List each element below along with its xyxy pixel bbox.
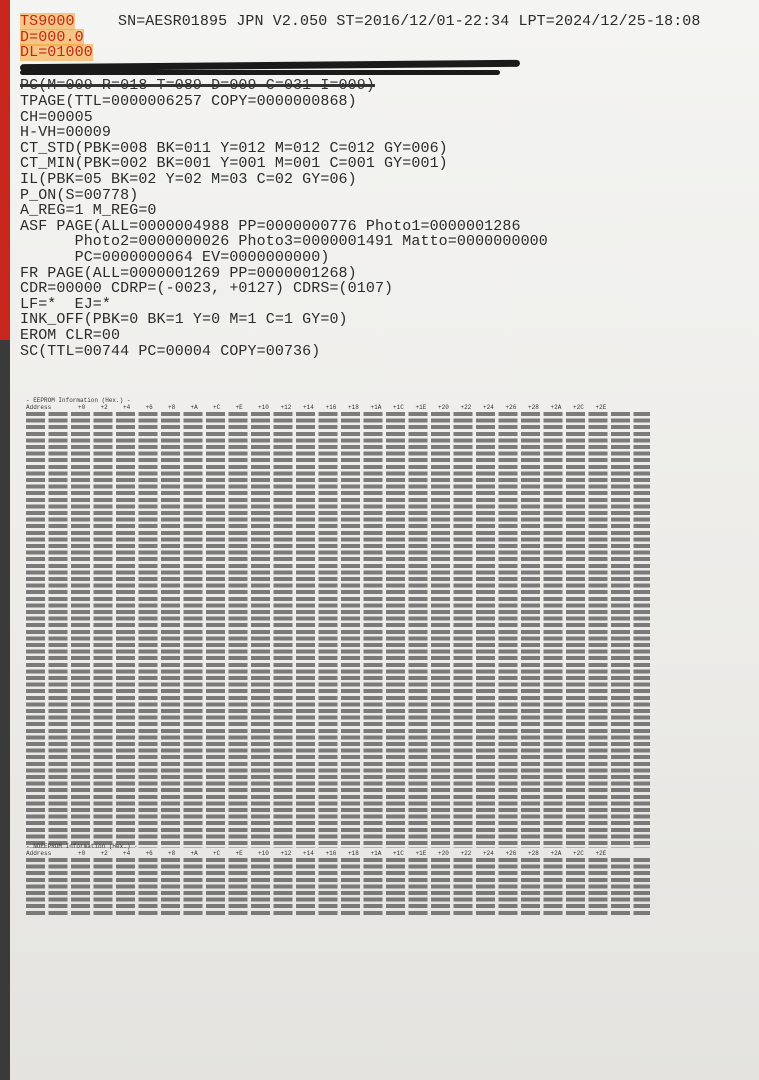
column-header: +E <box>235 850 243 857</box>
column-header: +2E <box>595 850 607 857</box>
column-header: +6 <box>145 404 153 411</box>
column-header: +18 <box>348 850 359 857</box>
status-line: Photo2=0000000026 Photo3=0000001491 Matt… <box>20 233 548 251</box>
column-header: +6 <box>145 850 153 857</box>
column-header: +10 <box>258 850 269 857</box>
status-line: SC(TTL=00744 PC=00004 COPY=00736) <box>20 342 321 360</box>
dump-title: - NOEEPROM Information (Hex.) - <box>26 843 138 850</box>
column-header: +4 <box>123 850 131 857</box>
status-line: IL(PBK=05 BK=02 Y=02 M=03 C=02 GY=06) <box>20 171 357 188</box>
column-header: +26 <box>505 850 517 857</box>
column-header: +8 <box>168 404 176 411</box>
column-header: +1A <box>370 850 382 857</box>
address-label: Address <box>26 404 52 411</box>
column-header: +28 <box>528 850 539 857</box>
model-text: TS9000 <box>20 13 75 30</box>
status-line: A_REG=1 M_REG=0 <box>20 202 157 220</box>
column-header: +A <box>190 404 198 411</box>
column-header: +8 <box>168 850 176 857</box>
column-header: +2C <box>573 404 584 411</box>
column-header: +10 <box>258 404 269 411</box>
column-header: +1A <box>370 404 382 411</box>
column-header: +18 <box>348 404 359 411</box>
column-header: +4 <box>123 404 131 411</box>
column-header: +24 <box>483 850 494 857</box>
column-header: +12 <box>280 850 292 857</box>
column-header: +2E <box>595 404 607 411</box>
red-edge <box>0 0 12 340</box>
column-header: +2A <box>550 850 562 857</box>
column-header: +2 <box>100 850 108 857</box>
status-line: INK_OFF(PBK=0 BK=1 Y=0 M=1 C=1 GY=0) <box>20 311 348 329</box>
model: TS9000 <box>20 13 75 30</box>
d-text: D=000.0 <box>20 29 84 46</box>
printout: TS9000 SN=AESR01895 JPN V2.050 ST=2016/1… <box>10 0 759 1080</box>
column-header: +16 <box>325 850 337 857</box>
status-line: CT_STD(PBK=008 BK=011 Y=012 M=012 C=012 … <box>20 139 448 157</box>
status-line: CH=00005 <box>20 108 93 126</box>
column-header: +1E <box>415 850 427 857</box>
address-label: Address <box>26 850 52 857</box>
column-header: +12 <box>280 404 292 411</box>
column-header: +E <box>235 404 243 411</box>
column-header: +26 <box>505 404 517 411</box>
status-line: EROM CLR=00 <box>20 327 121 344</box>
status-line: TPAGE(TTL=0000006257 COPY=0000000868) <box>20 93 357 110</box>
column-header: +2A <box>550 404 562 411</box>
status-line: P_ON(S=00778) <box>20 186 139 204</box>
status-line: FR PAGE(ALL=0000001269 PP=0000001268) <box>20 264 357 282</box>
column-header: +24 <box>483 404 494 411</box>
column-header: +2 <box>100 404 108 411</box>
struck-line: PC(M=009 R=018 T=089 D=009 C=031 I=009) <box>20 77 375 94</box>
column-header: +2C <box>573 850 584 857</box>
status-line: CT_MIN(PBK=002 BK=001 Y=001 M=001 C=001 … <box>20 155 448 173</box>
redaction <box>20 70 500 75</box>
column-header: +20 <box>438 404 449 411</box>
dl-text: DL=01000 <box>20 44 93 61</box>
column-header: +14 <box>303 404 314 411</box>
status-line: ASF PAGE(ALL=0000004988 PP=0000000776 Ph… <box>20 217 521 235</box>
status-line: CDR=00000 CDRP=(-0023, +0127) CDRS=(0107… <box>20 280 394 298</box>
column-header: +22 <box>460 850 472 857</box>
column-header: +1C <box>393 404 404 411</box>
column-header: +1E <box>415 404 427 411</box>
column-header: +14 <box>303 850 314 857</box>
dump-title: - EEPROM Information (Hex.) - <box>26 397 131 404</box>
column-header: +C <box>213 404 221 411</box>
column-header: +1C <box>393 850 404 857</box>
status-line: LF=* EJ=* <box>20 295 112 313</box>
dl-value: DL=01000 <box>20 44 93 61</box>
column-header: +22 <box>460 404 472 411</box>
column-header: +20 <box>438 850 449 857</box>
column-header: +0 <box>78 850 86 857</box>
hex-data <box>26 858 650 918</box>
column-header: +28 <box>528 404 539 411</box>
status-line: H-VH=00009 <box>20 124 112 142</box>
d-value: D=000.0 <box>20 29 84 46</box>
column-header: +C <box>213 850 221 857</box>
hex-data <box>26 412 650 848</box>
column-header: +A <box>190 850 198 857</box>
info-line: SN=AESR01895 JPN V2.050 ST=2016/12/01-22… <box>118 13 701 30</box>
column-header: +16 <box>325 404 337 411</box>
status-line: PC=0000000064 EV=0000000000) <box>20 249 330 266</box>
column-header: +0 <box>78 404 86 411</box>
